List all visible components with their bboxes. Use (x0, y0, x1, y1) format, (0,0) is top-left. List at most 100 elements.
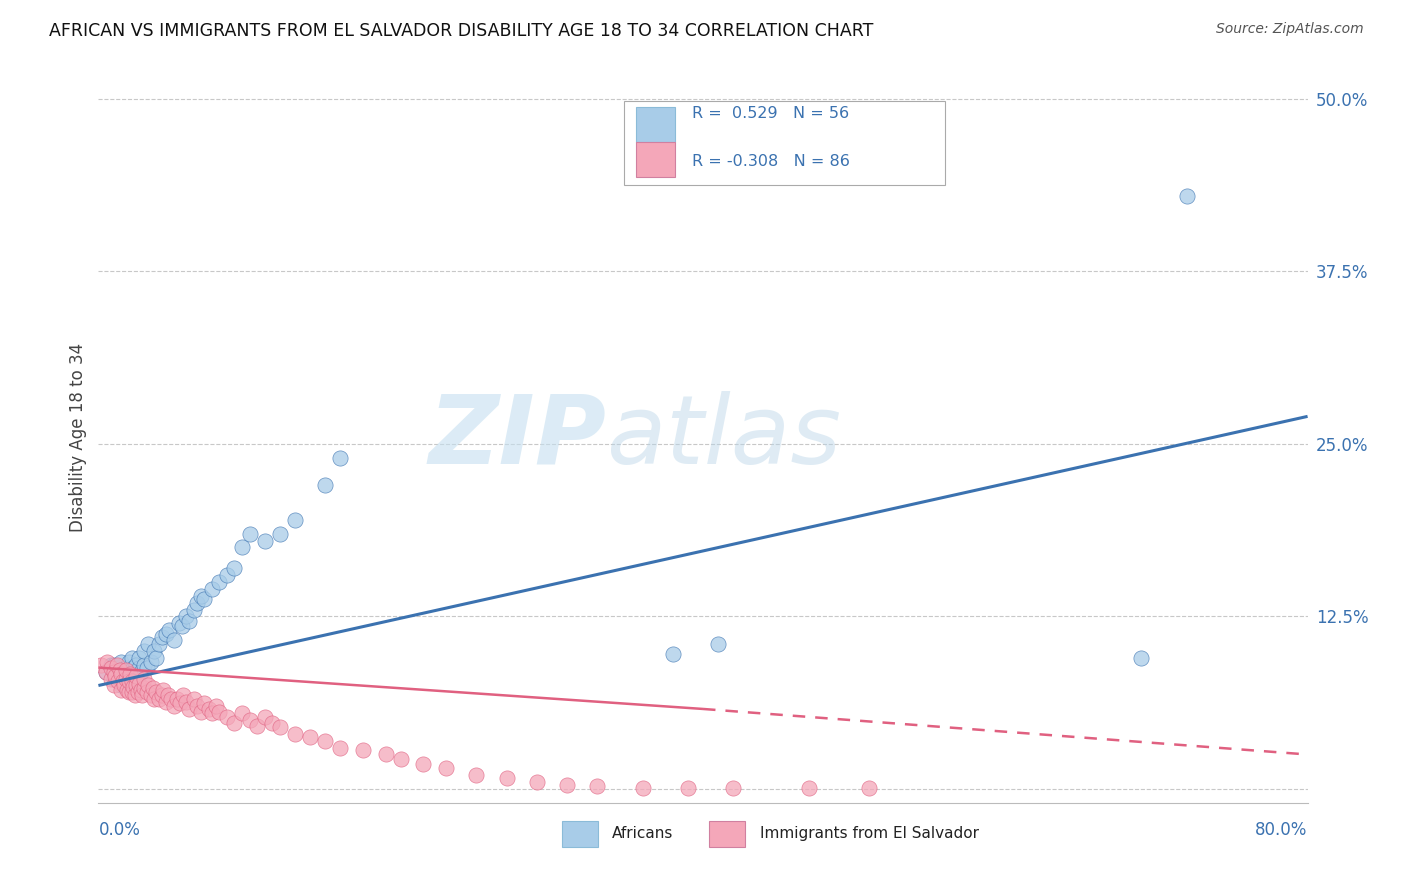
Point (132, 681, 155, 696)
Point (118, 674, 141, 689)
Y-axis label: Disability Age 18 to 34: Disability Age 18 to 34 (69, 343, 87, 532)
Point (231, 541, 253, 555)
Point (163, 699, 186, 714)
Point (190, 589, 212, 603)
Point (465, 768, 488, 782)
Point (253, 533, 276, 548)
Point (495, 771, 517, 785)
Point (118, 672, 141, 686)
Point (125, 669, 148, 683)
Point (94, 665, 117, 679)
Point (155, 627, 177, 641)
Point (1175, 188, 1198, 202)
Point (201, 582, 224, 596)
FancyBboxPatch shape (561, 821, 598, 847)
Point (179, 614, 201, 628)
Point (166, 692, 188, 706)
Point (105, 665, 128, 679)
FancyBboxPatch shape (709, 821, 745, 847)
Point (121, 685, 143, 699)
Point (125, 678, 148, 692)
Point (186, 596, 208, 610)
Point (110, 655, 132, 669)
Point (174, 695, 197, 709)
Point (148, 692, 170, 706)
Point (193, 697, 215, 711)
Point (128, 651, 150, 665)
Point (129, 682, 152, 697)
Point (112, 678, 135, 692)
Point (135, 660, 157, 674)
Point (329, 450, 352, 465)
Text: Immigrants from El Salvador: Immigrants from El Salvador (759, 826, 979, 841)
Text: Africans: Africans (613, 826, 673, 841)
Point (389, 751, 412, 765)
Point (179, 702, 201, 716)
Point (193, 591, 215, 606)
FancyBboxPatch shape (637, 107, 675, 143)
Point (631, 780, 654, 795)
Point (142, 681, 165, 696)
Point (127, 669, 149, 683)
Point (150, 688, 173, 702)
Point (115, 682, 138, 697)
Point (136, 678, 159, 692)
Point (208, 705, 231, 719)
Point (183, 692, 205, 706)
Point (103, 672, 125, 686)
Point (129, 665, 152, 679)
Point (136, 637, 159, 651)
FancyBboxPatch shape (624, 101, 945, 185)
Text: AFRICAN VS IMMIGRANTS FROM EL SALVADOR DISABILITY AGE 18 TO 34 CORRELATION CHART: AFRICAN VS IMMIGRANTS FROM EL SALVADOR D… (49, 22, 873, 40)
Point (110, 678, 132, 692)
Point (314, 733, 336, 747)
Point (224, 561, 246, 575)
Text: ZIP: ZIP (429, 391, 606, 483)
Text: 80.0%: 80.0% (1256, 821, 1308, 839)
Point (163, 632, 186, 647)
Point (111, 674, 134, 689)
Point (239, 526, 262, 541)
Point (190, 705, 212, 719)
FancyBboxPatch shape (637, 143, 675, 178)
Point (132, 657, 155, 672)
Point (96, 655, 118, 669)
Text: R =  0.529   N = 56: R = 0.529 N = 56 (692, 105, 849, 120)
Point (156, 688, 179, 702)
Point (215, 710, 238, 724)
Point (107, 660, 129, 674)
Point (374, 747, 396, 762)
Point (114, 672, 136, 686)
Point (284, 727, 307, 741)
Point (141, 655, 163, 669)
Point (128, 677, 150, 691)
Point (108, 663, 131, 677)
Point (159, 624, 181, 638)
Point (314, 478, 336, 492)
Point (121, 651, 143, 665)
Point (253, 710, 276, 724)
Point (224, 715, 246, 730)
Point (797, 780, 820, 795)
Point (118, 655, 141, 669)
Point (131, 688, 153, 702)
Point (103, 665, 125, 679)
Text: atlas: atlas (606, 391, 841, 483)
Point (105, 657, 128, 672)
Point (100, 660, 122, 674)
Point (269, 720, 291, 734)
Point (132, 644, 155, 658)
Point (526, 775, 548, 789)
Point (329, 740, 352, 755)
Point (434, 761, 457, 775)
Point (120, 667, 142, 681)
Point (125, 678, 148, 692)
Point (122, 660, 145, 674)
Point (141, 688, 163, 702)
Point (114, 663, 136, 677)
Point (122, 680, 145, 694)
Point (125, 657, 148, 672)
Point (104, 669, 127, 683)
Text: 0.0%: 0.0% (98, 821, 141, 839)
Point (110, 682, 132, 697)
